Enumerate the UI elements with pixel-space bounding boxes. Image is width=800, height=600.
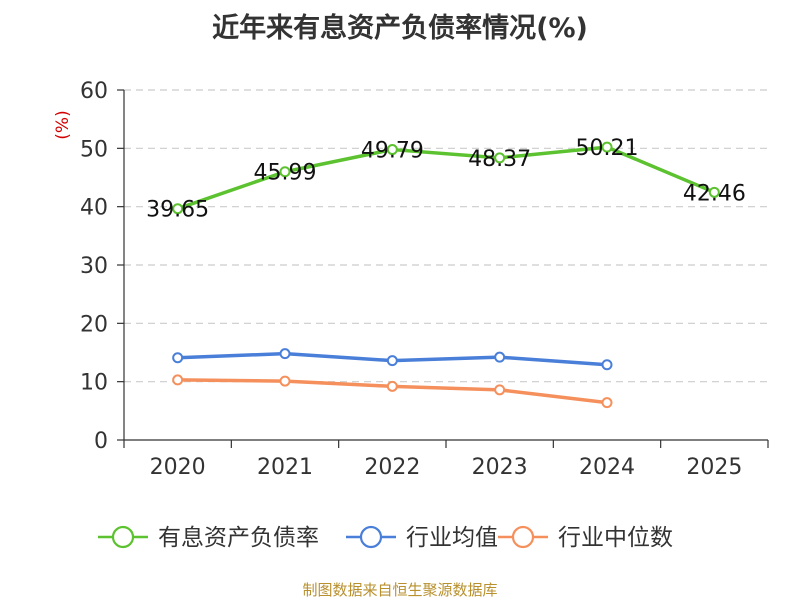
y-tick-label: 40	[80, 196, 108, 221]
data-point	[494, 384, 506, 396]
legend-label: 有息资产负债率	[158, 525, 319, 551]
legend-label: 行业均值	[406, 525, 498, 551]
data-point	[279, 166, 291, 178]
x-tick-label: 2020	[150, 455, 206, 480]
y-tick-label: 60	[80, 79, 108, 104]
data-point	[708, 186, 720, 198]
y-tick-label: 20	[80, 312, 108, 337]
data-label: 49.79	[361, 139, 424, 164]
x-tick-label: 2021	[257, 455, 313, 480]
x-tick-label: 2025	[686, 455, 742, 480]
series-line	[177, 145, 716, 211]
axes: 0 10 20 30 40 50 60 2020 2021 2022 2023 2024 2025 (%)	[53, 79, 769, 480]
data-point	[601, 397, 613, 409]
data-label: 42.46	[683, 181, 746, 206]
source-note: 制图数据来自恒生聚源数据库	[302, 581, 498, 599]
data-label: 50.21	[576, 136, 639, 161]
legend-label: 行业中位数	[558, 525, 673, 551]
y-unit-label: (%)	[53, 110, 73, 139]
x-tick-label: 2024	[579, 455, 635, 480]
data-labels: 39.65 45.99 49.79 48.37 50.21 42.46	[146, 136, 746, 223]
data-label: 45.99	[254, 161, 317, 186]
y-tick-label: 0	[94, 429, 108, 454]
data-point	[601, 359, 613, 371]
legend-swatch-marker	[511, 525, 535, 549]
data-point	[494, 351, 506, 363]
legend: 有息资产负债率 行业均值 行业中位数	[98, 525, 673, 551]
chart-title: 近年来有息资产负债率情况(%)	[212, 13, 588, 44]
data-label: 48.37	[468, 147, 531, 172]
data-point	[172, 374, 184, 386]
data-point	[386, 380, 398, 392]
y-tick-label: 50	[80, 137, 108, 162]
data-point	[601, 141, 613, 153]
x-tick-label: 2023	[472, 455, 528, 480]
y-tick-label: 10	[80, 371, 108, 396]
y-tick-label: 30	[80, 254, 108, 279]
legend-swatch-marker	[359, 525, 383, 549]
data-point	[494, 152, 506, 164]
data-point	[172, 203, 184, 215]
data-point	[386, 144, 398, 156]
x-tick-label: 2022	[364, 455, 420, 480]
data-point	[279, 375, 291, 387]
data-point	[386, 355, 398, 367]
data-point	[172, 352, 184, 364]
data-point	[279, 348, 291, 360]
legend-swatch-marker	[111, 525, 135, 549]
data-label: 39.65	[146, 198, 209, 223]
series-lines	[172, 141, 720, 409]
grid-lines	[124, 89, 768, 383]
